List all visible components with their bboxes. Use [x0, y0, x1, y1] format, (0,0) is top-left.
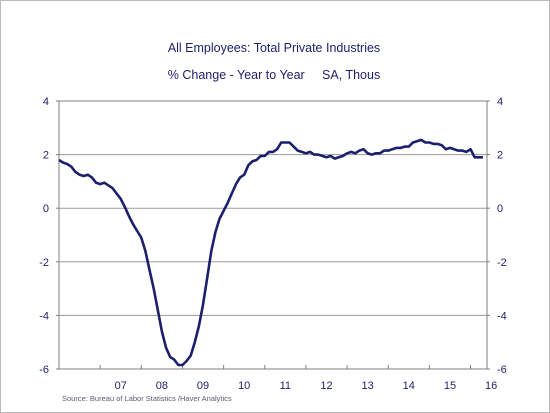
source-note: Source: Bureau of Labor Statistics /Have…: [62, 394, 232, 403]
y-axis-left-labels: 4 2 0 -2 -4 -6: [39, 96, 49, 376]
y-axis-right-labels: 4 2 0 -2 -4 -6: [497, 96, 507, 376]
x-tick-label: 09: [197, 380, 209, 392]
series-line: [58, 138, 483, 367]
y-tick-label-left: 4: [43, 96, 49, 108]
x-axis-labels: 07 08 09 10 11 12 13 14 15 16: [115, 380, 498, 392]
x-tick-label: 12: [320, 380, 332, 392]
y-tick-label-left: -6: [39, 364, 49, 376]
plot-area: [58, 100, 488, 370]
y-tick-label-right: 4: [497, 96, 503, 108]
x-tick-label: 15: [444, 380, 456, 392]
y-tick-label-left: 0: [43, 203, 49, 215]
x-tick-label: 13: [362, 380, 374, 392]
y-tick-label-left: -4: [39, 310, 49, 322]
y-tick-label-left: -2: [39, 257, 49, 269]
y-tick-label-right: 2: [497, 150, 503, 162]
chart-subtitle: % Change - Year to Year SA, Thous: [168, 68, 380, 82]
chart-title: All Employees: Total Private Industries: [168, 41, 380, 55]
y-tick-label-right: -6: [497, 364, 507, 376]
x-tick-label: 10: [238, 380, 250, 392]
x-tick-label: 14: [403, 380, 415, 392]
y-tick-label-left: 2: [43, 150, 49, 162]
y-tick-label-right: 0: [497, 203, 503, 215]
gridlines: [59, 154, 487, 316]
x-tick-label: 16: [485, 380, 497, 392]
y-tick-label-right: -4: [497, 310, 507, 322]
x-tick-label: 08: [156, 380, 168, 392]
y-tick-label-right: -2: [497, 257, 507, 269]
x-tick-label: 07: [115, 380, 127, 392]
x-tick-label: 11: [280, 380, 291, 392]
